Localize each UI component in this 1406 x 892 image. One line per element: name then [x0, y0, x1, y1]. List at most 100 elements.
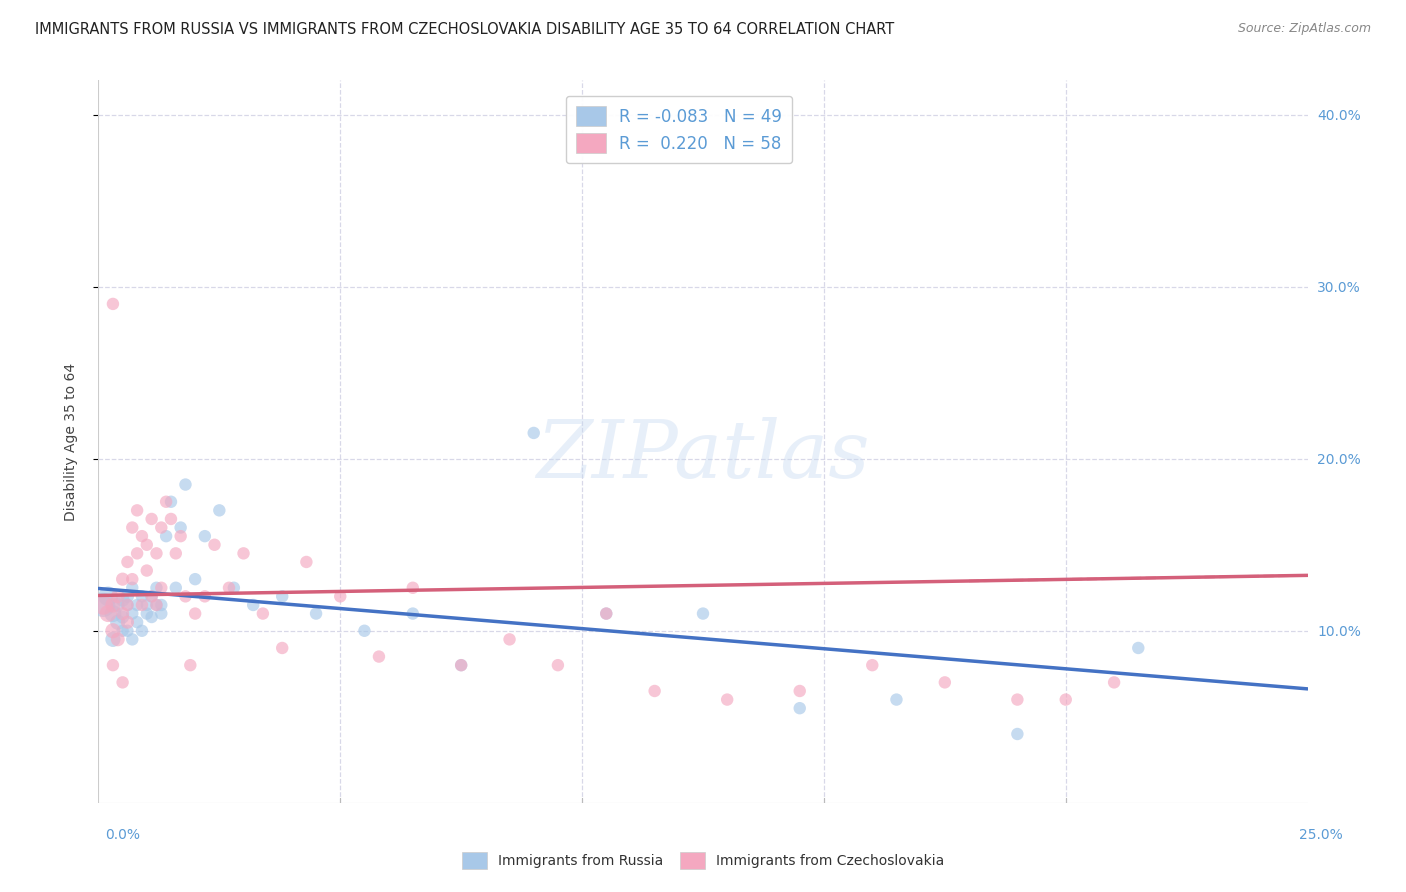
Point [135, 598, 157, 612]
Point [789, 684, 811, 698]
Point [252, 607, 274, 621]
Point [716, 692, 738, 706]
Point [107, 615, 129, 630]
Point [160, 494, 183, 508]
Point [127, 546, 149, 560]
Point [127, 503, 149, 517]
Point [184, 572, 207, 586]
Point [91, 598, 114, 612]
Point [145, 598, 167, 612]
Point [101, 624, 124, 638]
Point [595, 607, 617, 621]
Point [155, 529, 177, 543]
Point [121, 632, 143, 647]
Point [165, 546, 187, 560]
Point [218, 581, 240, 595]
Point [145, 546, 167, 560]
Point [121, 520, 143, 534]
Point [145, 598, 167, 612]
Point [127, 598, 149, 612]
Point [131, 624, 153, 638]
Point [145, 581, 167, 595]
Point [295, 555, 318, 569]
Point [150, 598, 173, 612]
Text: 25.0%: 25.0% [1299, 828, 1343, 842]
Text: 0.0%: 0.0% [105, 828, 141, 842]
Point [131, 598, 153, 612]
Point [160, 512, 183, 526]
Point [150, 581, 173, 595]
Point [242, 598, 264, 612]
Point [117, 598, 139, 612]
Point [101, 297, 124, 311]
Point [117, 615, 139, 630]
Point [1128, 640, 1150, 655]
Point [117, 624, 139, 638]
Point [860, 658, 883, 673]
Point [523, 425, 546, 440]
Point [150, 520, 173, 534]
Point [131, 529, 153, 543]
Point [101, 607, 124, 621]
Point [329, 590, 352, 604]
Point [179, 658, 201, 673]
Text: Source: ZipAtlas.com: Source: ZipAtlas.com [1237, 22, 1371, 36]
Point [368, 649, 391, 664]
Point [101, 658, 124, 673]
Point [194, 590, 217, 604]
Point [141, 590, 163, 604]
Point [174, 477, 197, 491]
Point [271, 640, 294, 655]
Point [107, 598, 129, 612]
Point [117, 598, 139, 612]
Point [1007, 727, 1029, 741]
Point [127, 615, 149, 630]
Point [111, 610, 134, 624]
Point [121, 581, 143, 595]
Legend: Immigrants from Russia, Immigrants from Czechoslovakia: Immigrants from Russia, Immigrants from … [457, 847, 949, 874]
Point [91, 598, 114, 612]
Point [117, 590, 139, 604]
Point [353, 624, 375, 638]
Point [101, 632, 124, 647]
Point [131, 590, 153, 604]
Point [165, 581, 187, 595]
Point [1054, 692, 1077, 706]
Point [934, 675, 956, 690]
Point [107, 590, 129, 604]
Point [194, 529, 217, 543]
Point [101, 598, 124, 612]
Point [111, 675, 134, 690]
Point [169, 520, 191, 534]
Point [184, 607, 207, 621]
Text: IMMIGRANTS FROM RUSSIA VS IMMIGRANTS FROM CZECHOSLOVAKIA DISABILITY AGE 35 TO 64: IMMIGRANTS FROM RUSSIA VS IMMIGRANTS FRO… [35, 22, 894, 37]
Point [121, 572, 143, 586]
Y-axis label: Disability Age 35 to 64: Disability Age 35 to 64 [63, 362, 77, 521]
Point [107, 632, 129, 647]
Point [595, 607, 617, 621]
Point [111, 572, 134, 586]
Point [135, 607, 157, 621]
Point [692, 607, 714, 621]
Point [402, 581, 425, 595]
Point [141, 610, 163, 624]
Text: ZIPatlas: ZIPatlas [536, 417, 870, 495]
Point [141, 512, 163, 526]
Point [450, 658, 472, 673]
Point [886, 692, 908, 706]
Point [135, 564, 157, 578]
Point [498, 632, 520, 647]
Point [174, 590, 197, 604]
Point [150, 607, 173, 621]
Point [1102, 675, 1125, 690]
Point [117, 555, 139, 569]
Point [111, 624, 134, 638]
Point [450, 658, 472, 673]
Point [271, 590, 294, 604]
Point [135, 538, 157, 552]
Point [204, 538, 226, 552]
Point [155, 494, 177, 508]
Point [232, 546, 254, 560]
Point [789, 701, 811, 715]
Point [121, 607, 143, 621]
